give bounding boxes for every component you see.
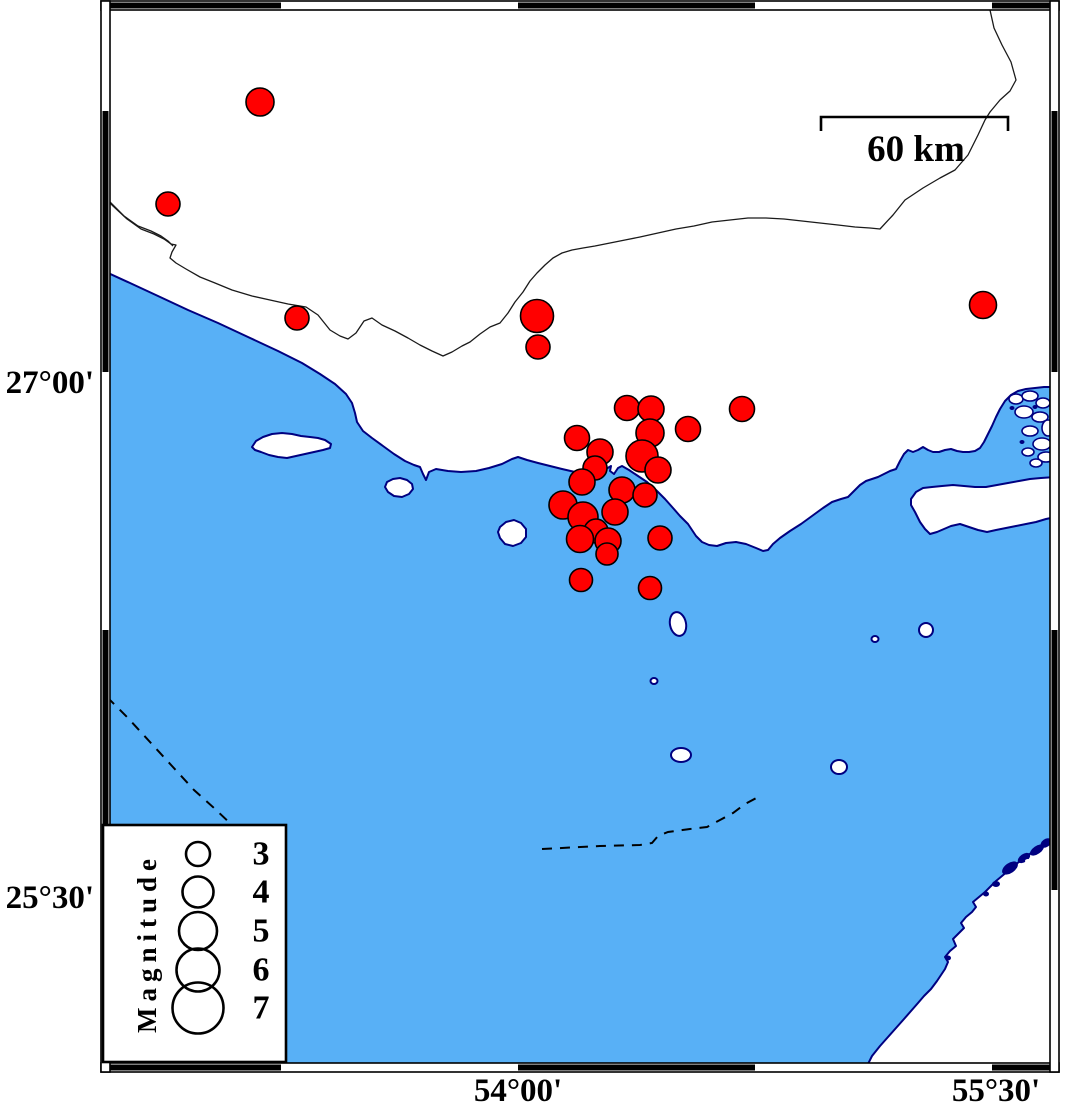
legend-magnitude-circle: [184, 840, 212, 868]
border-line-main: [110, 10, 1017, 357]
scale-bar-bracket: [819, 115, 1010, 131]
legend-magnitude-value: 5: [253, 913, 270, 950]
island: [384, 477, 414, 498]
epicenter-marker: [601, 498, 629, 526]
epicenter-marker: [568, 468, 596, 496]
island: [251, 432, 332, 459]
epicenter-marker: [565, 524, 595, 554]
epicenter-layer: [155, 87, 998, 601]
lat-label-27: 27°00': [6, 365, 94, 401]
epicenter-marker: [568, 567, 594, 593]
southern-lagoon-details: [945, 838, 1050, 961]
border-lines: [110, 10, 1017, 357]
epicenter-marker: [525, 334, 551, 360]
map-frame: [100, 0, 1060, 1073]
legend-magnitude-value: 7: [253, 990, 270, 1027]
scale-bar: 60 km: [819, 115, 1010, 170]
legend-title: Magnitude: [132, 853, 162, 1033]
legend-magnitude-value: 4: [253, 874, 270, 911]
dashed-boundary-west: [110, 698, 241, 833]
frame-band-left: [100, 0, 111, 1073]
island: [918, 622, 934, 638]
axis-annotations: 27°00' 25°30' 54°00' 55°30': [6, 365, 1041, 1109]
long-island: [910, 476, 1050, 535]
mangrove-islands: [1008, 390, 1050, 468]
small-islands: [251, 432, 934, 775]
epicenter-marker: [728, 395, 756, 423]
dashed-boundary-south: [541, 794, 763, 850]
epicenter-marker: [519, 298, 555, 334]
lon-label-5530: 55°30': [952, 1073, 1040, 1109]
island: [649, 677, 659, 685]
legend-magnitude-circle: [177, 910, 219, 952]
legend-magnitude-circle: [181, 875, 215, 909]
epicenter-marker: [968, 290, 998, 320]
legend-magnitude-circle: [175, 947, 221, 993]
maritime-boundaries: [110, 698, 763, 850]
island: [497, 519, 527, 547]
epicenter-marker: [644, 456, 672, 484]
epicenter-marker: [632, 482, 658, 508]
island: [830, 759, 848, 775]
island: [668, 611, 688, 637]
epicenter-marker: [563, 424, 591, 452]
epicenter-marker: [613, 394, 641, 422]
epicenter-marker: [284, 305, 310, 331]
legend-circles: [171, 840, 225, 1035]
epicenter-marker: [595, 542, 619, 566]
epicenter-marker: [674, 415, 702, 443]
epicenter-marker: [647, 525, 673, 551]
scale-bar-label: 60 km: [867, 129, 965, 170]
epicenter-marker: [245, 87, 275, 117]
legend-magnitude-value: 3: [253, 836, 270, 873]
lon-label-54: 54°00': [474, 1073, 562, 1109]
frame-band-right: [1049, 0, 1060, 1073]
epicenter-marker: [637, 395, 665, 423]
epicenter-marker: [155, 191, 181, 217]
mainland-landmass: [110, 10, 1050, 552]
epicenter-marker: [637, 575, 663, 601]
island: [870, 635, 880, 643]
lat-label-2530: 25°30': [6, 880, 94, 916]
island: [670, 747, 692, 763]
legend-magnitude-circle: [171, 981, 225, 1035]
legend-magnitude-value: 6: [253, 952, 270, 989]
border-line-west-double: [110, 201, 174, 247]
